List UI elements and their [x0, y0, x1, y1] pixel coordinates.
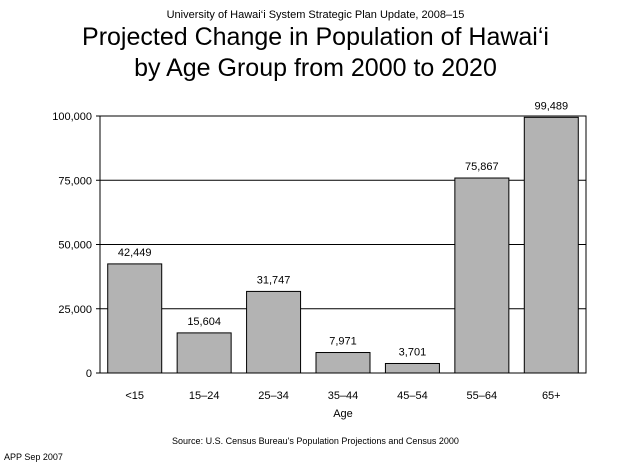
x-tick-label: 35–44 — [328, 390, 359, 402]
y-tick-label: 75,000 — [58, 175, 92, 187]
x-tick-label: 65+ — [542, 390, 561, 402]
supertitle: University of Hawai‘i System Strategic P… — [166, 9, 465, 21]
x-tick-label: 45–54 — [397, 390, 428, 402]
source-note: Source: U.S. Census Bureau's Population … — [172, 436, 459, 446]
data-label: 15,604 — [187, 316, 221, 328]
x-tick-label: 25–34 — [258, 390, 289, 402]
data-label: 31,747 — [257, 274, 291, 286]
data-label: 75,867 — [465, 161, 499, 173]
y-tick-label: 0 — [86, 368, 92, 380]
footer-date: APP Sep 2007 — [4, 452, 63, 462]
data-label: 7,971 — [329, 336, 357, 348]
x-tick-label: 15–24 — [189, 390, 220, 402]
y-tick-label: 50,000 — [58, 240, 92, 252]
bar — [315, 352, 371, 374]
chart-title: Projected Change in Population of Hawai‘… — [0, 22, 631, 84]
bar — [176, 332, 232, 374]
y-tick-label: 25,000 — [58, 304, 92, 316]
x-tick-label: 55–64 — [467, 390, 498, 402]
chart-title-line-1: Projected Change in Population of Hawai‘… — [82, 23, 549, 51]
data-label: 99,489 — [534, 100, 568, 112]
bar — [384, 362, 440, 374]
data-label: 3,701 — [399, 346, 427, 358]
chart-title-line-2: by Age Group from 2000 to 2020 — [134, 54, 497, 82]
x-axis-label: Age — [333, 408, 353, 420]
bar — [246, 290, 302, 374]
x-tick-label: <15 — [125, 390, 144, 402]
y-tick-label: 100,000 — [52, 111, 92, 123]
data-label: 42,449 — [118, 247, 152, 259]
bar — [107, 263, 163, 374]
bar — [523, 116, 579, 374]
bar — [454, 177, 510, 374]
